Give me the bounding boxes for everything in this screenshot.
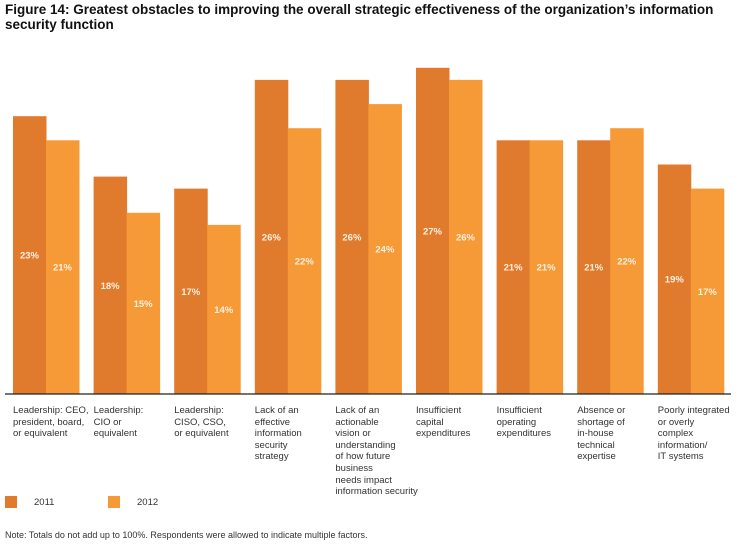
bar-2011-0: [13, 116, 47, 394]
category-label-line: Leadership: CEO,: [13, 405, 89, 416]
data-label-2011-7: 21%: [584, 263, 604, 274]
category-label-8: Poorly integrated or overly complex informa…: [658, 405, 738, 463]
category-label-line: Lack of an: [254, 405, 299, 416]
category-label-3: Lack of an effective information security st…: [255, 405, 335, 463]
bar-2011-6: [496, 140, 531, 394]
category-label-line: expenditures: [416, 428, 471, 440]
bar-2011-2: [174, 188, 208, 394]
bar-2012-7: [610, 128, 644, 394]
data-label-2011-6: 21%: [504, 263, 524, 274]
category-label-line: or equivalent: [13, 428, 68, 440]
bar-2011-4: [335, 79, 369, 395]
category-label-line: information/: [657, 439, 708, 451]
category-label-line: needs impact: [335, 474, 392, 486]
category-label-line: expertise: [577, 451, 616, 463]
category-label-line: technical: [577, 439, 615, 451]
legend-item-2011: 2011: [5, 496, 54, 508]
data-label-2012-3: 22%: [295, 257, 315, 268]
legend-swatch-2012: [108, 496, 120, 508]
bar-2012-8: [690, 188, 725, 394]
legend-label-2011: 2011: [34, 496, 55, 508]
category-label-7: Absence or shortage of in-house technical ex…: [577, 405, 657, 463]
category-label-line: strategy: [254, 451, 289, 463]
category-label-line: actionable: [335, 416, 379, 428]
bar-2012-4: [368, 104, 402, 394]
data-label-2012-0: 21%: [53, 263, 73, 274]
category-label-line: vision or: [335, 428, 371, 440]
bar-2011-3: [254, 79, 289, 395]
category-label-line: Insufficient: [416, 405, 462, 416]
category-label-line: Lack of an: [335, 405, 380, 416]
data-label-2012-8: 17%: [698, 287, 718, 298]
category-label-line: information: [254, 428, 302, 440]
bar-2012-6: [529, 140, 564, 394]
data-label-2012-5: 26%: [456, 233, 476, 244]
category-label-line: complex: [657, 428, 694, 440]
data-label-2011-2: 17%: [181, 287, 201, 298]
data-label-2011-0: 23%: [20, 251, 40, 262]
category-label-6: Insufficient operating expenditures: [497, 405, 577, 440]
category-label-line: or overly: [657, 416, 695, 428]
category-label-line: Insufficient: [496, 405, 542, 416]
bar-2011-8: [657, 164, 692, 394]
category-label-1: Leadership: CIO or equivalent: [94, 405, 174, 440]
data-label-2012-4: 24%: [375, 245, 395, 256]
data-label-2011-5: 27%: [423, 226, 443, 237]
bar-2011-7: [577, 140, 611, 394]
category-label-5: Insufficient capital expenditures: [416, 405, 496, 440]
bar-2012-3: [287, 128, 322, 394]
category-label-4: Lack of an actionable vision or understandi…: [335, 405, 418, 498]
category-label-line: operating: [496, 416, 537, 428]
category-label-line: equivalent: [93, 428, 137, 440]
category-label-line: CIO or: [93, 416, 122, 428]
category-label-2: Leadership: CISO, CSO, or equivalent: [174, 405, 254, 440]
category-label-line: of how future: [335, 451, 391, 463]
category-label-line: CISO, CSO,: [174, 416, 226, 428]
bars-group: [13, 67, 725, 395]
bar-2012-5: [449, 79, 483, 395]
bar-2011-5: [416, 67, 450, 395]
category-label-line: capital: [416, 416, 444, 428]
category-label-line: shortage of: [577, 416, 625, 428]
data-label-2012-7: 22%: [617, 257, 637, 268]
category-label-line: expenditures: [496, 428, 551, 440]
data-label-2011-8: 19%: [665, 275, 685, 286]
legend-swatch-2011: [5, 496, 17, 508]
bar-2012-0: [46, 140, 80, 394]
data-labels-group: 23% 21% 18% 15% 17% 14% 26% 22% 26% 24% 27% 26% 21% 2…: [20, 226, 717, 316]
footnote: Note: Totals do not add up to 100%. Resp…: [5, 530, 368, 540]
category-label-line: or equivalent: [174, 428, 229, 440]
data-label-2011-4: 26%: [342, 233, 362, 244]
legend-item-2012: 2012: [108, 496, 158, 508]
category-label-line: in-house: [577, 428, 614, 440]
data-label-2012-2: 14%: [214, 305, 234, 316]
data-label-2012-1: 15%: [134, 299, 154, 310]
bar-2011-1: [93, 176, 128, 394]
category-label-line: information security: [335, 486, 418, 498]
category-label-line: Leadership:: [93, 405, 144, 416]
category-label-line: president, board,: [13, 416, 85, 428]
bar-2012-2: [207, 224, 241, 394]
category-label-line: understanding: [335, 439, 396, 451]
data-label-2011-1: 18%: [101, 281, 121, 292]
data-label-2012-6: 21%: [537, 263, 557, 274]
category-label-line: Poorly integrated: [657, 405, 730, 416]
bar-2012-1: [126, 212, 161, 394]
category-label-0: Leadership: CEO, president, board, or equi…: [13, 405, 93, 440]
chart-title: Figure 14: Greatest obstacles to improvi…: [5, 2, 714, 32]
category-label-line: business: [335, 462, 373, 474]
data-label-2011-3: 26%: [262, 233, 282, 244]
category-label-line: effective: [254, 416, 291, 428]
category-label-line: Absence or: [577, 405, 626, 416]
category-label-line: Leadership:: [174, 405, 224, 416]
category-label-line: IT systems: [657, 451, 704, 463]
legend-label-2012: 2012: [137, 496, 159, 508]
category-label-line: security: [254, 439, 288, 451]
